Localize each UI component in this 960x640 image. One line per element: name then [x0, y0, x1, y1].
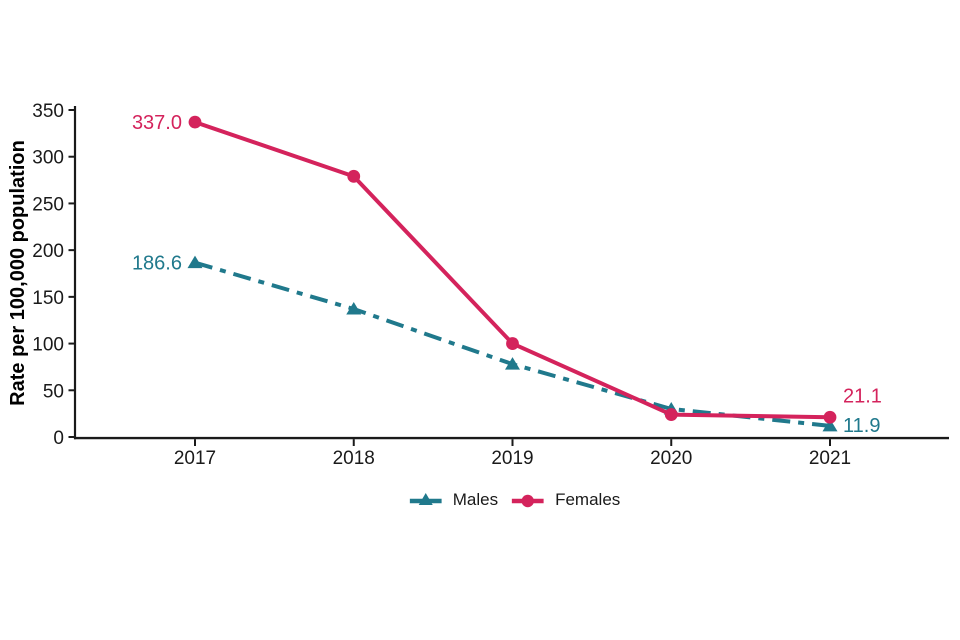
males-first-value-label: 186.6	[132, 253, 182, 275]
chart-legend: Males Females	[409, 490, 620, 509]
females-data-point-marker	[506, 337, 519, 350]
males-line-marker-icon	[409, 492, 442, 508]
females-data-point-marker	[664, 408, 678, 421]
y-tick-label: 150	[32, 288, 64, 309]
x-tick-label: 2018	[333, 448, 375, 469]
legend-item-females: Females	[512, 491, 620, 509]
x-tick-label: 2021	[809, 448, 851, 469]
males-data-point-marker	[505, 357, 520, 370]
females-data-point-marker	[823, 410, 837, 424]
males-data-point-marker	[822, 418, 838, 432]
y-tick-label: 50	[43, 381, 64, 402]
males-last-value-label: 11.9	[843, 415, 880, 437]
x-tick-label: 2019	[491, 448, 533, 469]
females-line	[194, 120, 831, 420]
legend-label-males: Males	[452, 490, 499, 509]
y-tick-label: 350	[32, 101, 64, 122]
x-tick-label: 2020	[650, 448, 692, 469]
females-line-marker-icon	[512, 492, 545, 508]
y-tick-label: 100	[32, 335, 64, 356]
legend-label-females: Females	[555, 490, 621, 509]
y-tick-label: 300	[32, 148, 64, 169]
y-tick-label: 250	[32, 194, 64, 215]
males-data-point-marker	[346, 302, 362, 315]
legend-item-males: Males	[409, 490, 499, 509]
y-axis-title: Rate per 100,000 population	[7, 140, 29, 406]
males-data-point-marker	[187, 255, 203, 269]
females-last-value-label: 21.1	[843, 385, 882, 407]
y-tick-label: 200	[32, 241, 64, 262]
females-first-value-label: 337.0	[132, 112, 182, 134]
females-data-point-marker	[188, 115, 202, 129]
females-data-point-marker	[347, 169, 361, 183]
x-tick-label: 2017	[174, 448, 216, 469]
y-tick-label: 0	[53, 428, 64, 449]
